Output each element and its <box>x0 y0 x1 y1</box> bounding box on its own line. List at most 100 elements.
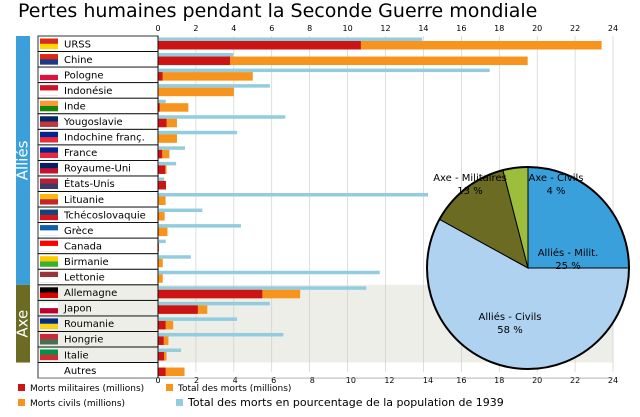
bar-percent <box>158 99 166 104</box>
category-label: États-Unis <box>64 177 115 190</box>
category-label: Hongrie <box>64 335 103 346</box>
bar-total <box>158 320 174 330</box>
flag-icon-stripe <box>40 121 58 127</box>
bar-total <box>158 367 185 377</box>
bar-total <box>158 227 168 237</box>
category-label: Chine <box>64 55 93 66</box>
x-tick-top: 8 <box>307 24 312 33</box>
flag-icon-stripe <box>40 183 58 189</box>
bar-total <box>158 212 165 221</box>
bar-military <box>158 180 166 190</box>
x-tick-bottom-ext: 18 <box>494 376 504 385</box>
flag-icon <box>40 287 58 298</box>
legend-label: Morts militaires (millions) <box>30 384 144 394</box>
legend-label: Total des morts (millions) <box>177 384 291 394</box>
bar-total <box>158 56 528 66</box>
x-tick-bottom: 14 <box>423 376 433 385</box>
x-tick-top: 4 <box>231 24 236 33</box>
bar-percent <box>158 115 286 119</box>
category-label: Inde <box>64 101 86 112</box>
bar-total <box>158 196 166 205</box>
legend-swatch <box>18 399 25 406</box>
bar-total <box>158 274 163 283</box>
category-label: Indochine franç. <box>64 133 145 144</box>
x-tick-top: 10 <box>342 24 352 33</box>
bar-total <box>158 149 170 159</box>
category-label: Allemagne <box>64 288 117 299</box>
x-tick-top: 2 <box>193 24 198 33</box>
flag-icon-stripe <box>40 74 58 81</box>
bar-military <box>158 72 163 81</box>
bar-total <box>158 72 253 81</box>
legend-label: Total des morts en pourcentage de la pop… <box>187 396 504 409</box>
bar-military <box>158 320 166 330</box>
flag-icon-stripe <box>40 354 58 361</box>
x-tick-top: 6 <box>269 24 274 33</box>
pie-label: Alliés - Milit. <box>538 247 599 259</box>
category-label: Japon <box>63 304 92 315</box>
bar-military <box>158 352 165 361</box>
flag-icon-stripe <box>40 214 58 221</box>
category-label: Indonésie <box>64 85 112 97</box>
flag-icon-stripe <box>40 168 58 174</box>
bar-military <box>158 367 166 377</box>
bar-percent <box>158 84 270 88</box>
group-label: Alliés <box>14 140 32 180</box>
x-tick-top: 16 <box>456 24 466 33</box>
bar-total <box>158 118 177 128</box>
legend-label: Morts civils (millions) <box>30 399 125 409</box>
bar-total <box>158 87 234 97</box>
category-label: Grèce <box>64 225 93 237</box>
bar-percent <box>158 193 428 197</box>
pie-label: Alliés - Civils <box>479 311 542 323</box>
category-label: France <box>64 148 97 159</box>
bar-total <box>158 258 163 268</box>
pie-value: 4 % <box>546 186 565 197</box>
category-label: Royaume-Uni <box>64 164 131 175</box>
group-band <box>16 284 30 363</box>
category-label: Canada <box>64 241 102 252</box>
flag-icon-stripe <box>40 137 58 143</box>
chart-title: Pertes humaines pendant la Seconde Guerr… <box>18 0 537 22</box>
bar-total <box>158 134 177 143</box>
legend-swatch <box>166 384 173 391</box>
category-row <box>37 362 159 379</box>
category-label: Autres <box>64 366 96 377</box>
bar-total <box>158 103 189 112</box>
x-tick-bottom-ext: 16 <box>456 376 466 385</box>
flag-icon-stripe <box>40 59 58 65</box>
pie-value: 58 % <box>497 325 522 336</box>
category-label: Yougoslavie <box>63 117 123 128</box>
x-tick-bottom: 8 <box>310 376 315 385</box>
flag-icon-stripe <box>40 199 58 205</box>
x-tick-bottom: 6 <box>271 376 276 385</box>
flag-icon-stripe <box>40 308 58 314</box>
bar-military <box>158 165 166 174</box>
bar-military <box>158 289 263 299</box>
category-label: Birmanie <box>64 257 109 268</box>
bar-percent <box>158 177 165 181</box>
bar-percent <box>158 161 177 166</box>
x-tick-top: 20 <box>532 24 542 33</box>
bar-military <box>158 118 167 128</box>
x-tick-bottom-ext: 20 <box>532 376 542 385</box>
category-label: Lettonie <box>64 273 105 284</box>
group-band <box>16 36 30 285</box>
x-tick-bottom-ext: 22 <box>570 376 580 385</box>
flag-icon-stripe <box>40 339 58 345</box>
x-tick-bottom: 4 <box>233 376 238 385</box>
bar-percent <box>158 301 270 306</box>
category-label: Pologne <box>64 70 104 81</box>
pie-label: Axe - Civils <box>528 173 583 184</box>
bar-percent <box>158 224 241 228</box>
pie-value: 13 % <box>457 186 482 197</box>
bar-military <box>158 56 231 66</box>
pie-label: Axe - Militaires <box>433 173 507 184</box>
bar-military <box>158 41 361 50</box>
flag-icon-stripe <box>40 152 58 158</box>
x-tick-bottom: 12 <box>384 376 394 385</box>
x-tick-top: 22 <box>570 24 580 33</box>
bar-percent <box>158 208 203 213</box>
x-tick-bottom: 10 <box>346 376 356 385</box>
